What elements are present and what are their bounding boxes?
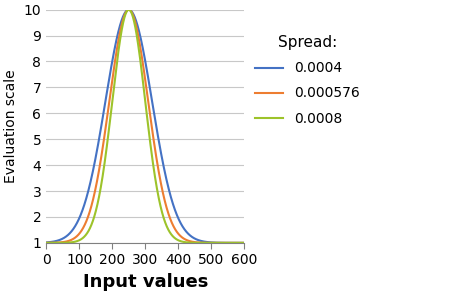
0.0008 (242, 241, 247, 245)
0.0008 (128, 10, 134, 13)
0.0004 (242, 241, 247, 245)
0.0008 (43, 241, 49, 245)
Legend: 0.0004, 0.000576, 0.0008: 0.0004, 0.000576, 0.0008 (255, 35, 360, 126)
Line: 0.0008: 0.0008 (46, 10, 244, 243)
0.000576 (242, 241, 247, 245)
0.0004 (119, 17, 125, 21)
0.000576 (119, 21, 125, 24)
0.0008 (119, 26, 125, 29)
0.000576 (78, 230, 83, 234)
0.000576 (128, 9, 134, 13)
0.000576 (238, 241, 244, 245)
0.0008 (78, 238, 83, 241)
Line: 0.000576: 0.000576 (46, 10, 244, 243)
X-axis label: Input values: Input values (82, 273, 208, 291)
0.0008 (216, 241, 222, 245)
0.000576 (43, 241, 49, 245)
Y-axis label: Evaluation scale: Evaluation scale (4, 69, 18, 183)
Line: 0.0004: 0.0004 (46, 10, 244, 243)
0.0004 (43, 241, 49, 244)
0.000576 (216, 241, 222, 245)
0.0004 (216, 241, 222, 245)
0.0008 (238, 241, 244, 245)
0.0004 (128, 9, 134, 12)
0.000576 (66, 239, 72, 242)
0.0004 (66, 232, 72, 236)
0.0004 (238, 241, 244, 245)
0.000576 (126, 8, 131, 12)
0.0008 (66, 241, 72, 244)
0.0008 (126, 8, 131, 12)
0.0004 (78, 213, 83, 217)
0.0004 (126, 8, 131, 12)
